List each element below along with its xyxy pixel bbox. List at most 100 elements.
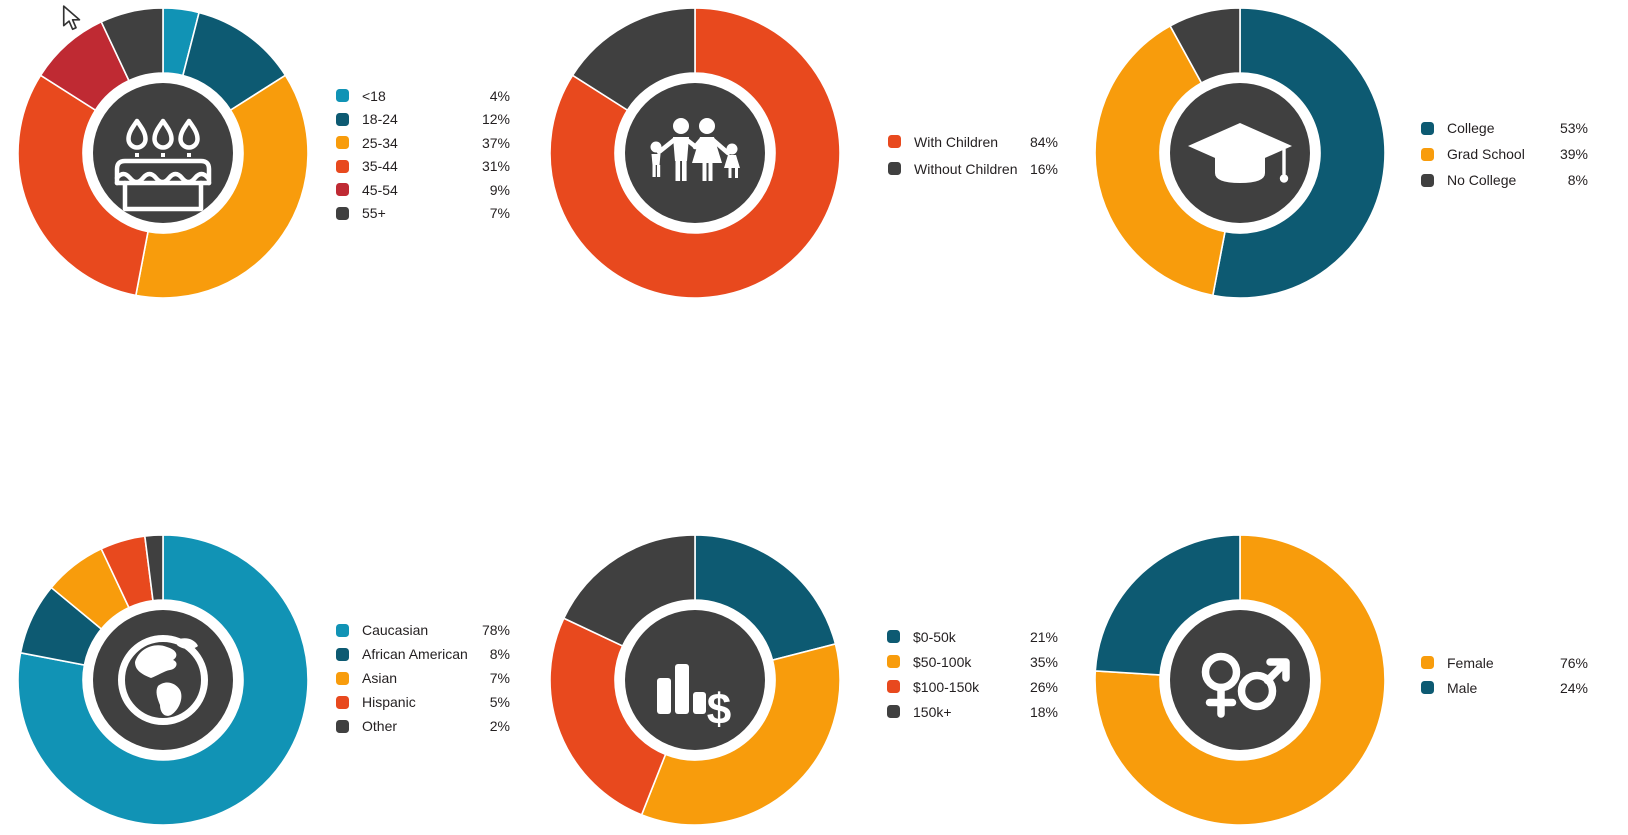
legend-item: Caucasian 78%	[336, 618, 510, 642]
legend-label: With Children	[914, 133, 999, 150]
chart-ethnicity-slices	[17, 534, 309, 826]
legend-value: 39%	[1559, 146, 1588, 162]
legend-label: <18	[362, 87, 386, 104]
legend-label: No College	[1447, 172, 1517, 188]
legend-item: Male 24%	[1421, 675, 1588, 700]
family-icon	[650, 118, 740, 181]
legend-label: Other	[362, 718, 398, 734]
legend-label: Asian	[362, 670, 398, 686]
chart-age-legend: <18 4% 18-24 12% 25-34 37% 35-44 31% 45-54 9% 55+ 7…	[336, 84, 510, 225]
pie-slice	[1094, 534, 1386, 826]
legend-item: 18-24 12%	[336, 108, 510, 132]
legend-item: $50-100k 35%	[887, 649, 1058, 674]
chart-ethnicity-center-disc	[93, 610, 233, 750]
chart-education-legend: College 53% Grad School 39% No College 8%	[1421, 115, 1588, 193]
legend-label: African American	[362, 646, 468, 662]
legend-swatch	[887, 680, 900, 693]
pie-slice	[549, 7, 841, 299]
pie-slice	[100, 7, 164, 82]
graduation-cap-icon	[1188, 123, 1292, 183]
legend-swatch	[888, 162, 901, 175]
pie-slice	[1094, 534, 1241, 676]
legend-item: 45-54 9%	[336, 178, 510, 202]
legend-swatch	[336, 89, 349, 103]
legend-item: 25-34 37%	[336, 131, 510, 155]
legend-label: 25-34	[362, 134, 398, 151]
legend-swatch	[336, 136, 349, 150]
legend-label: 55+	[362, 205, 386, 222]
legend-label: Without Children	[914, 160, 1018, 177]
legend-value: 24%	[1559, 679, 1588, 696]
pie-slice	[17, 74, 149, 297]
legend-item: College 53%	[1421, 115, 1588, 141]
legend-value: 18%	[1029, 703, 1058, 720]
legend-value: 7%	[489, 205, 510, 222]
legend-swatch	[336, 719, 349, 733]
chart-education-slices	[1094, 7, 1386, 299]
legend-value: 31%	[481, 158, 510, 175]
pie-slice	[143, 534, 164, 602]
legend-swatch	[1421, 121, 1434, 135]
legend-item: 35-44 31%	[336, 155, 510, 179]
pie-slice	[549, 617, 667, 816]
legend-swatch	[1421, 681, 1434, 694]
pie-slice	[562, 534, 696, 648]
chart-gender-legend: Female 76% Male 24%	[1421, 650, 1588, 700]
chart-income-center-disc	[625, 610, 765, 750]
legend-item: Female 76%	[1421, 650, 1588, 675]
pie-slice	[640, 642, 841, 826]
legend-value: 35%	[1029, 653, 1058, 670]
legend-value: 84%	[1029, 133, 1058, 150]
chart-education-donut	[1094, 7, 1386, 299]
legend-value: 2%	[489, 718, 510, 734]
chart-children-slices	[549, 7, 841, 299]
legend-label: Caucasian	[362, 622, 429, 638]
legend-value: 26%	[1029, 678, 1058, 695]
legend-value: 5%	[489, 694, 510, 710]
pie-slice	[571, 7, 696, 112]
chart-income-donut: $	[549, 534, 841, 826]
legend-swatch	[336, 159, 349, 173]
legend-label: Male	[1447, 679, 1478, 696]
chart-ethnicity-legend: Caucasian 78% African American 8% Asian 7% His…	[336, 618, 510, 738]
legend-value: 53%	[1559, 120, 1588, 136]
chart-children-legend: With Children 84% Without Children 16%	[888, 128, 1058, 182]
legend-item: Without Children 16%	[888, 155, 1058, 182]
legend-item: 150k+ 18%	[887, 699, 1058, 724]
legend-value: 4%	[489, 87, 510, 104]
legend-item: Other 2%	[336, 714, 510, 738]
legend-label: College	[1447, 120, 1495, 136]
pie-slice	[17, 534, 309, 826]
legend-item: Hispanic 5%	[336, 690, 510, 714]
chart-income-legend: $0-50k 21% $50-100k 35% $100-150k 26% 150k+ 18%	[887, 624, 1058, 724]
legend-swatch	[336, 695, 349, 709]
chart-age-donut	[17, 7, 309, 299]
chart-children-center-disc	[625, 83, 765, 223]
chart-gender-donut	[1094, 534, 1386, 826]
legend-label: $0-50k	[913, 628, 956, 645]
legend-label: $100-150k	[913, 678, 980, 695]
legend-item: Grad School 39%	[1421, 141, 1588, 167]
legend-item: Asian 7%	[336, 666, 510, 690]
legend-item: No College 8%	[1421, 167, 1588, 193]
mouse-cursor-icon	[62, 5, 81, 31]
legend-swatch	[336, 112, 349, 126]
chart-gender-center-disc	[1170, 610, 1310, 750]
legend-swatch	[1421, 656, 1434, 669]
legend-swatch	[336, 183, 349, 197]
legend-swatch	[887, 705, 900, 718]
legend-label: 45-54	[362, 181, 398, 198]
legend-swatch	[887, 630, 900, 643]
legend-value: 16%	[1029, 160, 1058, 177]
pie-slice	[1169, 7, 1241, 84]
legend-item: $0-50k 21%	[887, 624, 1058, 649]
legend-item: $100-150k 26%	[887, 674, 1058, 699]
legend-swatch	[336, 671, 349, 685]
chart-gender-slices	[1094, 534, 1386, 826]
birthday-cake-icon	[114, 118, 212, 212]
gender-symbols-icon	[1201, 652, 1290, 718]
globe-icon	[118, 635, 208, 725]
legend-swatch	[336, 647, 349, 661]
pie-slice	[694, 534, 837, 662]
legend-value: 12%	[481, 111, 510, 128]
